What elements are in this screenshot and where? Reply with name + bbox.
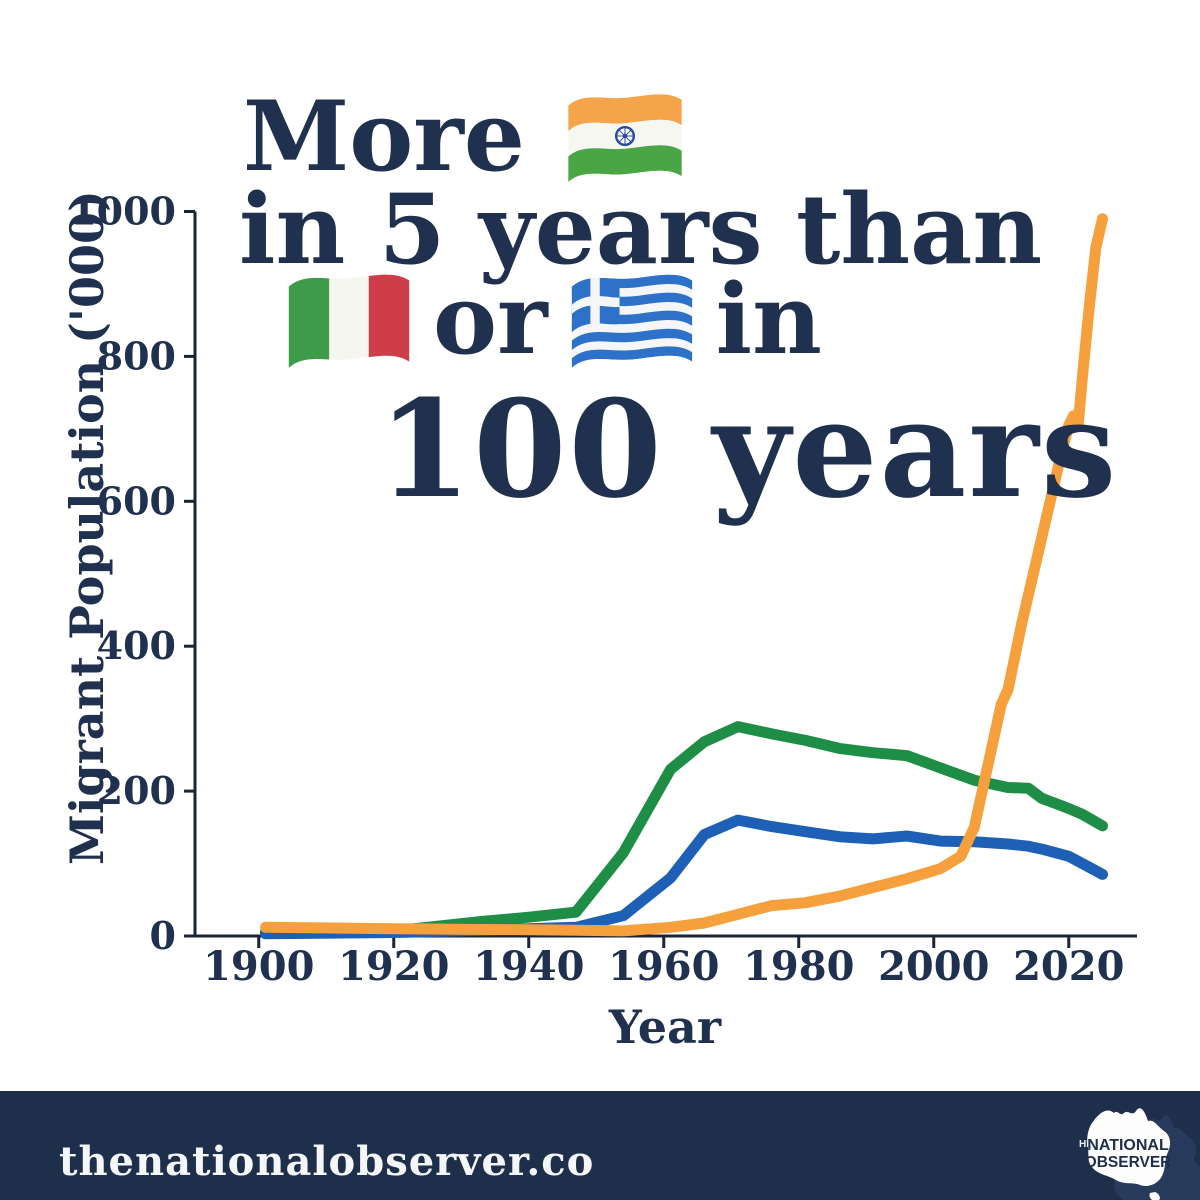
x-tick-label: 1980	[743, 943, 854, 990]
y-tick-label: 200	[97, 768, 176, 813]
y-axis-label: Migrant Population ('000)	[60, 190, 114, 865]
series-line-greece	[260, 814, 1108, 940]
greece-flag-icon	[571, 274, 692, 368]
x-tick-label: 1900	[203, 943, 314, 990]
headline-in-5-years: in 5 years than	[239, 173, 1043, 286]
india-flag-icon	[568, 94, 682, 183]
italy-flag-icon	[288, 274, 410, 368]
series-line-italy	[260, 721, 1108, 938]
x-tick-label: 2020	[1013, 943, 1124, 990]
y-tick-label: 800	[97, 333, 176, 378]
x-tick-label: 1920	[338, 943, 449, 990]
y-tick-label: 400	[97, 623, 176, 668]
y-tick-label: 0	[150, 913, 176, 958]
site-url: thenationalobserver.co	[59, 1138, 595, 1185]
footer-bar: thenationalobserver.co HE NATIONAL OBSER…	[0, 1091, 1200, 1200]
x-axis-label: Year	[608, 1000, 722, 1054]
headline-line-3: or in	[283, 268, 822, 372]
x-tick-label: 2000	[878, 943, 989, 990]
headline-line-1: More	[243, 88, 689, 186]
headline-or: or	[433, 263, 548, 376]
logo-word-observer: OBSERVER	[1085, 1154, 1172, 1171]
headline-100-years: 100 years	[378, 370, 1119, 528]
headline-line-2: in 5 years than	[239, 182, 1042, 278]
y-tick-label: 600	[97, 478, 176, 523]
series-line-india	[260, 213, 1108, 937]
national-observer-logo: HE NATIONAL OBSERVER	[1079, 1108, 1200, 1200]
logo-australia-map	[1087, 1108, 1171, 1200]
x-tick-label: 1960	[608, 943, 719, 990]
headline-line-4: 100 years	[378, 382, 1118, 516]
x-tick-label: 1940	[473, 943, 584, 990]
y-tick-label: 1000	[70, 189, 176, 234]
headline-in: in	[715, 263, 822, 376]
logo-prefix-text: HE	[1079, 1139, 1093, 1150]
headline-more: More	[243, 80, 525, 193]
logo-word-national: NATIONAL	[1087, 1137, 1169, 1154]
